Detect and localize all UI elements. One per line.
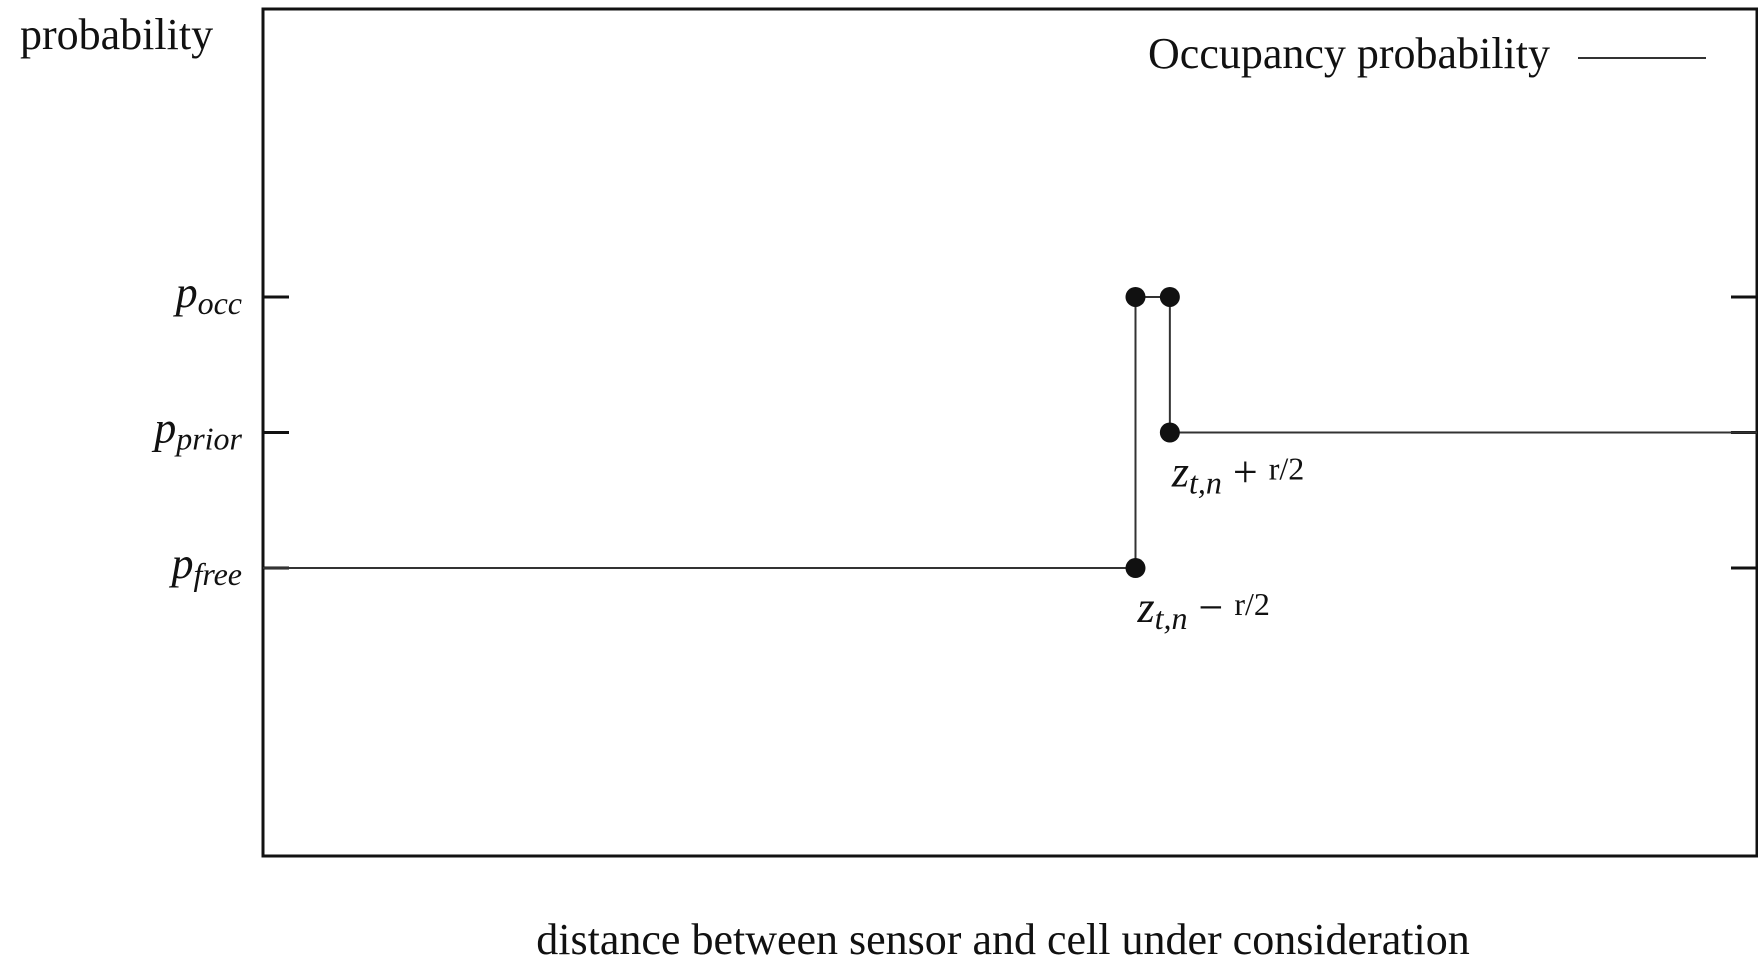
annotation: zt,n + r/2 bbox=[1171, 448, 1304, 501]
point bbox=[1125, 558, 1146, 579]
y-tick-label: pfree bbox=[168, 539, 242, 592]
legend-label: Occupancy probability bbox=[1148, 29, 1550, 78]
y-tick-label: pocc bbox=[173, 268, 242, 321]
annotation: zt,n − r/2 bbox=[1136, 583, 1269, 636]
point bbox=[1125, 286, 1146, 307]
point bbox=[1159, 422, 1180, 443]
line bbox=[263, 295, 1757, 570]
y-tick-label: pprior bbox=[151, 404, 242, 457]
y-axis-label: probability bbox=[20, 10, 213, 59]
point bbox=[1159, 286, 1180, 307]
x-axis-label: distance between sensor and cell under c… bbox=[536, 915, 1469, 964]
